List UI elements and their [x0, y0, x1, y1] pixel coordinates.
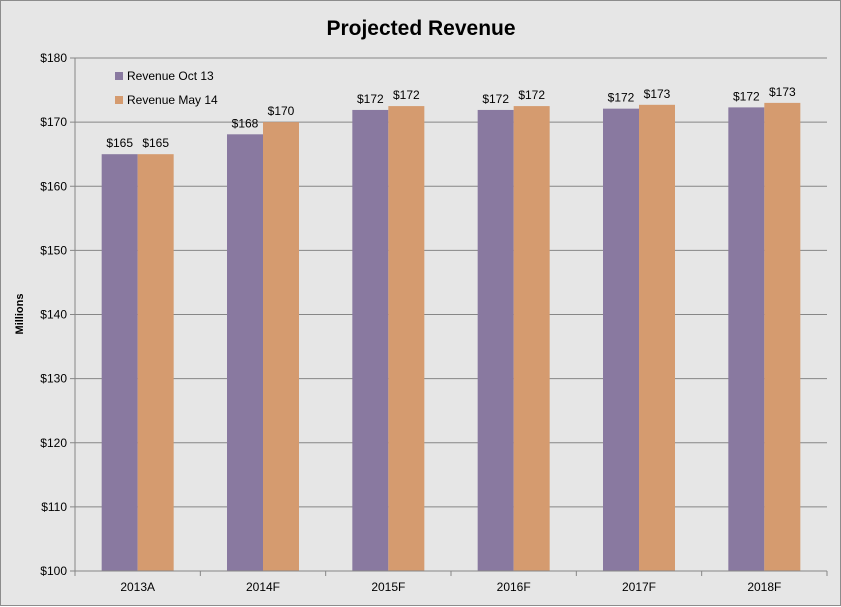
- chart-title: Projected Revenue: [326, 17, 515, 40]
- bar-revenue-may-14: [513, 106, 550, 571]
- y-tick-label: $120: [40, 436, 67, 450]
- bar-revenue-oct-13: [477, 109, 514, 571]
- axes: $100 $110 $120 $130 $140 $150 $160 $170 $180 2013…: [40, 51, 828, 594]
- x-tick-label: 2014F: [246, 580, 280, 594]
- bar-revenue-oct-13: [728, 107, 765, 571]
- legend-swatch: [115, 72, 123, 80]
- bar-revenue-oct-13: [352, 109, 389, 571]
- data-label: $168: [232, 116, 259, 130]
- y-tick-label: $140: [40, 308, 67, 322]
- bars: [101, 102, 801, 571]
- y-tick-label: $180: [40, 51, 67, 65]
- x-tick-label: 2016F: [497, 580, 531, 594]
- bar-revenue-may-14: [263, 122, 299, 571]
- y-axis-title: Millions: [14, 294, 26, 335]
- bar-revenue-oct-13: [227, 134, 263, 571]
- x-tick-label: 2015F: [371, 580, 405, 594]
- y-tick-label: $160: [40, 179, 67, 193]
- bar-revenue-may-14: [764, 102, 801, 571]
- x-tick-label: 2013A: [120, 580, 155, 594]
- data-label: $173: [769, 85, 796, 99]
- x-tick-label: 2018F: [747, 580, 781, 594]
- bar-revenue-may-14: [639, 104, 675, 571]
- y-tick-label: $110: [41, 500, 67, 514]
- bar-revenue-oct-13: [101, 154, 138, 571]
- data-label: $172: [393, 88, 420, 102]
- gridlines: [75, 57, 827, 508]
- data-label: $172: [733, 89, 760, 103]
- y-tick-label: $130: [40, 372, 67, 386]
- legend-swatch: [115, 96, 123, 104]
- data-label: $172: [357, 92, 384, 106]
- y-tick-label: $170: [40, 115, 67, 129]
- y-tick-label: $150: [40, 243, 67, 257]
- bar-revenue-may-14: [137, 154, 174, 571]
- y-tick-label: $100: [40, 564, 67, 578]
- data-label: $165: [142, 136, 169, 150]
- data-label: $172: [482, 92, 509, 106]
- data-label: $165: [106, 136, 133, 150]
- data-label: $172: [518, 88, 545, 102]
- legend-label: Revenue May 14: [127, 93, 218, 107]
- data-labels: $165 $165 $168 $170 $172 $172 $172 $172 $172 $173…: [106, 85, 796, 150]
- x-tick-label: 2017F: [622, 580, 656, 594]
- legend-label: Revenue Oct 13: [127, 69, 214, 83]
- bar-revenue-oct-13: [603, 108, 639, 571]
- data-label: $170: [268, 104, 295, 118]
- legend: Revenue Oct 13 Revenue May 14: [115, 69, 218, 107]
- data-label: $172: [608, 91, 635, 105]
- bar-revenue-may-14: [388, 106, 425, 571]
- data-label: $173: [644, 87, 671, 101]
